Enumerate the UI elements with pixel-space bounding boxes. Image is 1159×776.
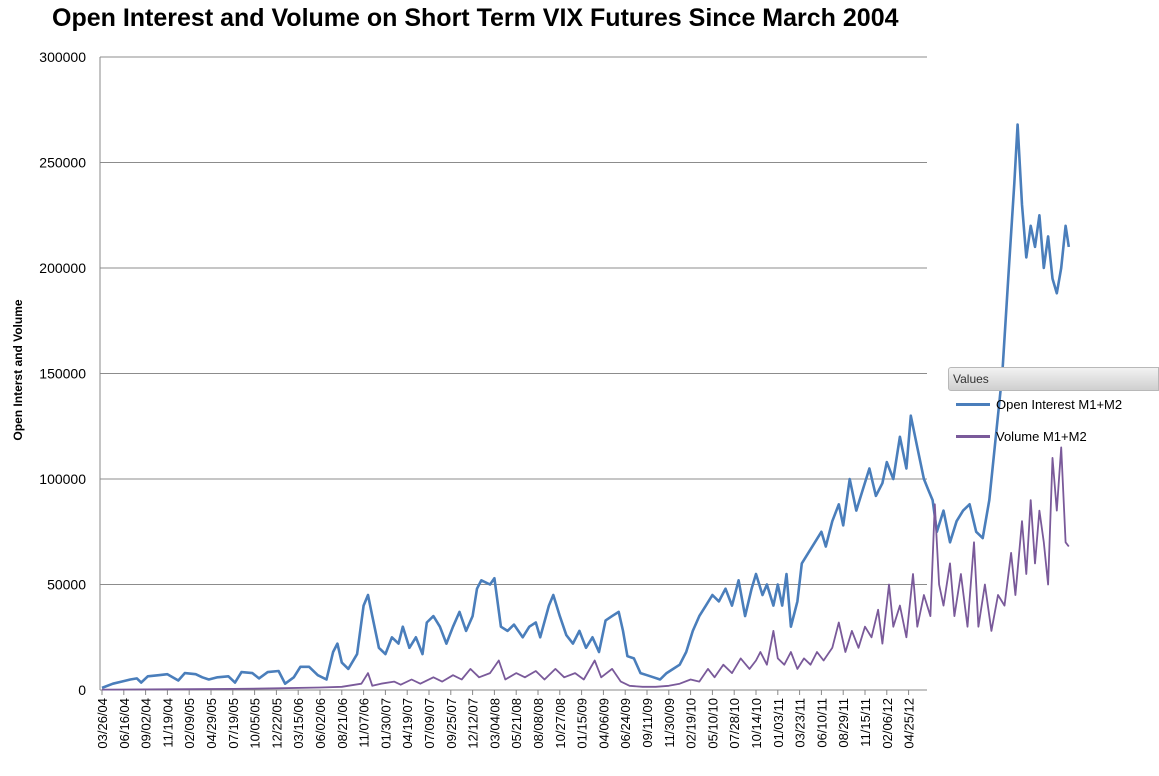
x-tick-label: 02/06/12 <box>880 698 895 749</box>
legend-entry-volume: Volume M1+M2 <box>956 429 1087 444</box>
x-tick-label: 06/10/11 <box>814 698 829 748</box>
y-tick-label: 100000 <box>39 471 86 487</box>
x-tick-label: 03/23/11 <box>793 698 808 748</box>
x-tick-label: 05/10/10 <box>705 698 720 749</box>
legend: Values Open Interest M1+M2 Volume M1+M2 <box>948 367 1159 444</box>
x-tick-label: 03/15/06 <box>291 698 306 749</box>
series-lines <box>101 123 1071 691</box>
x-tick-label: 08/29/11 <box>836 698 851 748</box>
series-line-volume <box>101 446 1070 691</box>
x-tick-label: 11/07/06 <box>357 698 372 748</box>
y-tick-label: 300000 <box>39 49 86 65</box>
x-tick-label: 09/25/07 <box>444 698 459 749</box>
x-tick-label: 11/30/09 <box>662 698 677 748</box>
x-tick-label: 03/04/08 <box>487 698 502 749</box>
x-tick-label: 03/26/04 <box>95 698 110 749</box>
y-tick-label: 50000 <box>47 577 86 593</box>
x-tick-label: 02/09/05 <box>182 698 197 749</box>
x-tick-label: 01/03/11 <box>771 698 786 748</box>
x-tick-label: 10/05/05 <box>248 698 263 749</box>
x-tick-label: 11/19/04 <box>160 698 175 748</box>
legend-title[interactable]: Values <box>948 367 1159 391</box>
chart-title: Open Interest and Volume on Short Term V… <box>52 4 899 32</box>
y-tick-label: 250000 <box>39 155 86 171</box>
x-tick-label: 07/19/05 <box>226 698 241 749</box>
x-tick-label: 12/12/07 <box>466 698 481 749</box>
x-tick-label: 02/19/10 <box>684 698 699 749</box>
y-tick-label: 0 <box>78 682 86 698</box>
x-tick-label: 01/15/09 <box>575 698 590 749</box>
x-tick-label: 11/15/11 <box>858 698 873 747</box>
y-tick-label: 150000 <box>39 366 86 382</box>
legend-swatch-open-interest <box>956 403 990 406</box>
x-tick-label: 04/06/09 <box>596 698 611 749</box>
legend-swatch-volume <box>956 435 990 438</box>
x-tick-label: 04/19/07 <box>400 698 415 749</box>
x-tick-label: 10/27/08 <box>553 698 568 749</box>
x-tick-label: 10/14/10 <box>749 698 764 749</box>
x-tick-label: 06/24/09 <box>618 698 633 749</box>
x-tick-labels: 03/26/04 06/16/04 09/02/04 11/19/04 02/09/05… <box>95 690 917 749</box>
legend-entry-open-interest: Open Interest M1+M2 <box>956 397 1122 412</box>
series-line-open-interest <box>101 123 1071 690</box>
y-tick-labels: 0 50000 100000 150000 200000 250000 300000 <box>39 49 86 698</box>
x-tick-label: 12/22/05 <box>269 698 284 749</box>
x-tick-label: 08/08/08 <box>531 698 546 749</box>
legend-label-open-interest: Open Interest M1+M2 <box>996 397 1123 412</box>
x-tick-label: 04/29/05 <box>204 698 219 749</box>
x-tick-label: 09/02/04 <box>139 698 154 749</box>
legend-label-volume: Volume M1+M2 <box>996 429 1087 444</box>
x-tick-label: 06/16/04 <box>117 698 132 749</box>
x-tick-label: 07/28/10 <box>727 698 742 749</box>
x-tick-label: 08/21/06 <box>335 698 350 749</box>
x-tick-label: 05/21/08 <box>509 698 524 749</box>
x-tick-label: 01/30/07 <box>378 698 393 749</box>
x-tick-label: 04/25/12 <box>902 698 917 749</box>
x-tick-label: 09/11/09 <box>640 698 655 748</box>
x-tick-label: 07/09/07 <box>422 698 437 749</box>
x-tick-label: 06/02/06 <box>313 698 328 749</box>
y-tick-label: 200000 <box>39 260 86 276</box>
gridlines <box>99 56 927 691</box>
